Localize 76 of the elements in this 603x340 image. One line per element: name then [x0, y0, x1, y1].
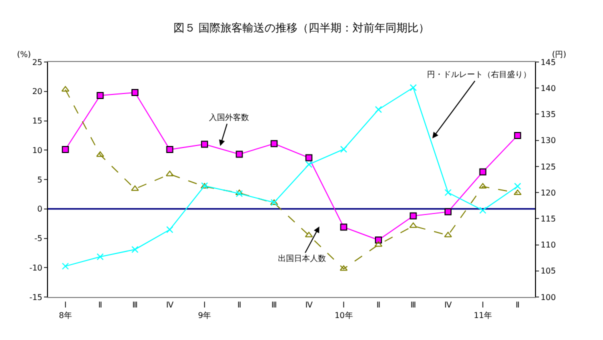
text: 入国外客数: [209, 113, 249, 122]
point: [410, 84, 417, 92]
point: [96, 92, 104, 99]
x-tick-label: Ⅳ: [444, 300, 452, 310]
point: [340, 224, 348, 231]
chart-title: 図５ 国際旅客輸送の推移（四半期：対前年同期比）: [173, 22, 430, 34]
point: [410, 212, 417, 220]
x-tick-label: Ⅲ: [271, 300, 277, 310]
point: [61, 86, 70, 92]
y2-tick-label: 130: [540, 136, 556, 146]
x-tick-label: Ⅲ: [410, 300, 416, 310]
point: [96, 151, 104, 157]
y2-tick-label: 135: [540, 110, 556, 120]
point: [479, 206, 486, 214]
x-tick-label: Ⅱ: [376, 300, 380, 310]
point: [201, 140, 208, 148]
point: [304, 232, 313, 238]
y2-tick-label: 125: [540, 162, 556, 172]
point: [131, 246, 138, 253]
x-tick-label: Ⅱ: [516, 300, 520, 310]
y-axis-title: (%): [17, 50, 31, 59]
y2-tick-label: 140: [540, 84, 556, 93]
point: [166, 226, 174, 234]
y2-tick-label: 110: [540, 240, 556, 250]
point: [62, 262, 69, 270]
point: [236, 150, 243, 158]
point: [62, 146, 69, 154]
x-tick-label: Ⅰ 8年: [58, 300, 72, 320]
series-label: 出国日本人数: [278, 254, 326, 263]
point: [305, 154, 312, 162]
y2-tick-label: 120: [540, 188, 556, 198]
point: [340, 265, 348, 271]
point: [166, 146, 174, 154]
x-tick-label: Ⅳ: [305, 300, 314, 310]
y-tick-label: -15: [29, 292, 42, 302]
point: [96, 253, 104, 260]
point: [514, 132, 522, 139]
x-tick-label: Ⅰ 10年: [334, 300, 353, 320]
y2-tick-label: 100: [540, 292, 556, 302]
y2-tick-label: 145: [540, 58, 556, 67]
point: [340, 146, 348, 153]
point: [514, 182, 522, 190]
y2-axis-title: (円): [552, 50, 566, 59]
y-tick-label: 0: [37, 204, 42, 214]
point: [374, 236, 382, 244]
y-tick-label: 10: [32, 146, 42, 155]
point: [409, 222, 418, 228]
point: [444, 208, 452, 216]
x-tick-label: Ⅱ: [237, 300, 242, 310]
point: [478, 183, 487, 189]
y2-tick-label: 115: [540, 214, 556, 224]
point: [444, 232, 452, 238]
point: [131, 185, 139, 191]
point: [305, 160, 312, 168]
point: [236, 190, 243, 198]
point: [374, 241, 382, 247]
y-tick-label: 15: [32, 116, 42, 126]
x-tick-label: Ⅰ 9年: [198, 300, 212, 320]
point: [374, 106, 382, 114]
point: [479, 168, 486, 176]
y-tick-label: -5: [34, 234, 42, 244]
y-tick-label: 20: [32, 87, 42, 96]
y-tick-label: 5: [37, 175, 42, 184]
point: [270, 140, 278, 148]
point: [514, 190, 522, 196]
x-tick-label: Ⅲ: [132, 300, 138, 310]
y2-tick-label: 105: [540, 266, 556, 276]
x-tick-label: Ⅰ 11年: [474, 300, 492, 320]
point: [166, 170, 174, 176]
point: [131, 89, 138, 96]
y-tick-label: 25: [32, 58, 42, 67]
x-tick-label: Ⅱ: [98, 300, 102, 310]
y-tick-label: -10: [29, 263, 42, 272]
x-tick-label: Ⅳ: [166, 300, 174, 310]
series-label: 円・ドルレート（右目盛り）: [427, 70, 531, 79]
point: [444, 189, 452, 196]
